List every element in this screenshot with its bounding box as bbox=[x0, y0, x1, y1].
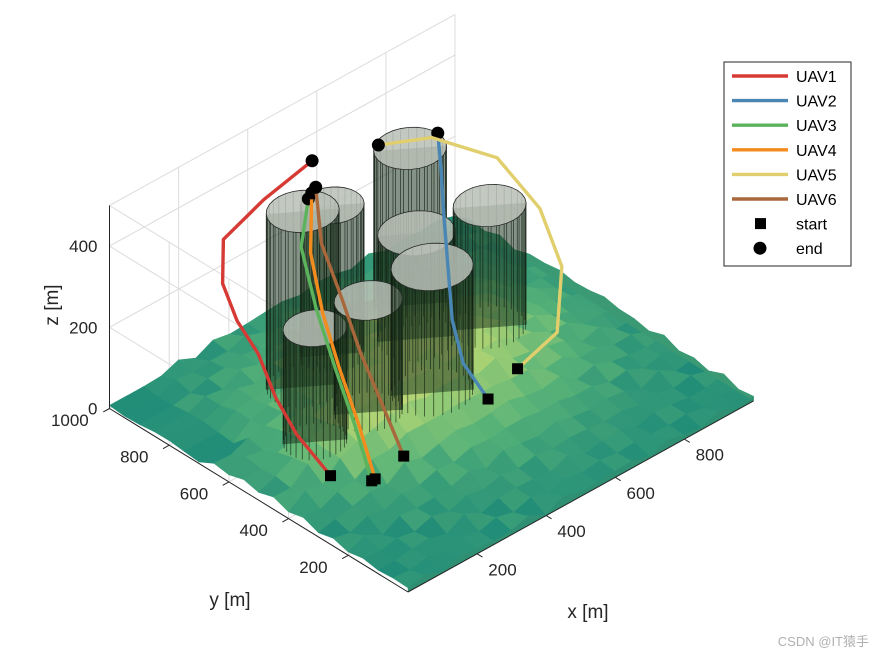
y-tick-label: 1000 bbox=[51, 411, 89, 430]
obstacle-cylinder bbox=[452, 183, 527, 349]
z-tick-label: 400 bbox=[69, 237, 97, 256]
x-tick-label: 400 bbox=[557, 522, 585, 541]
legend-entry-end: end bbox=[796, 241, 823, 258]
x-tick-label: 200 bbox=[488, 560, 516, 579]
legend-entry: UAV4 bbox=[796, 143, 837, 160]
obstacle-top bbox=[452, 183, 527, 227]
y-tick bbox=[282, 518, 289, 523]
uav-path-uav1 bbox=[220, 159, 333, 478]
legend: UAV1 UAV2 UAV3 UAV4 UAV5 UAV6 start end bbox=[723, 61, 852, 267]
y-tick bbox=[162, 444, 170, 450]
y-tick bbox=[222, 481, 230, 486]
end-marker bbox=[431, 126, 445, 140]
y-tick-label: 600 bbox=[180, 484, 208, 503]
x-tick-label: 600 bbox=[626, 484, 654, 503]
x-tick-label: 800 bbox=[696, 446, 724, 465]
x-tick bbox=[476, 553, 483, 558]
obstacle-top bbox=[390, 242, 474, 292]
grid-line bbox=[109, 13, 456, 206]
uav-path-uav2 bbox=[436, 131, 490, 401]
legend-end-marker bbox=[753, 241, 767, 255]
y-tick bbox=[103, 408, 110, 413]
x-tick bbox=[545, 515, 552, 520]
uav-path-uav5 bbox=[376, 135, 564, 371]
obstacle-cylinder bbox=[390, 242, 474, 417]
x-tick bbox=[684, 438, 691, 443]
y-axis-label: y [m] bbox=[209, 590, 250, 611]
z-tick-label: 200 bbox=[69, 318, 97, 337]
legend-entry: UAV2 bbox=[796, 94, 837, 111]
legend-box bbox=[723, 61, 852, 267]
start-marker bbox=[512, 363, 524, 375]
watermark: CSDN @IT猿手 bbox=[777, 634, 869, 649]
start-marker bbox=[398, 450, 410, 462]
legend-entry: UAV5 bbox=[796, 167, 837, 184]
z-tick-label: 0 bbox=[88, 400, 97, 419]
end-marker bbox=[371, 138, 385, 152]
start-marker bbox=[325, 470, 337, 482]
end-marker bbox=[309, 180, 323, 194]
legend-entry: UAV3 bbox=[796, 118, 837, 135]
grid-line bbox=[109, 54, 456, 247]
end-marker bbox=[305, 154, 319, 168]
x-axis-label: x [m] bbox=[567, 602, 608, 623]
z-axis-label: z [m] bbox=[42, 284, 63, 325]
legend-entry: UAV6 bbox=[796, 192, 837, 209]
uav-paths bbox=[220, 126, 564, 487]
y-tick-label: 800 bbox=[120, 448, 148, 467]
obstacle-top bbox=[265, 189, 340, 233]
x-tick bbox=[615, 476, 621, 482]
x-axis-line bbox=[407, 400, 754, 593]
uav-path-uav4 bbox=[308, 191, 377, 481]
y-tick-label: 200 bbox=[299, 558, 327, 577]
legend-start-marker bbox=[755, 218, 766, 230]
obstacle-body bbox=[391, 263, 474, 396]
obstacles bbox=[265, 126, 527, 461]
y-tick-label: 400 bbox=[239, 521, 267, 540]
y-axis-line bbox=[109, 408, 409, 593]
uav-path-uav6 bbox=[314, 185, 406, 458]
start-marker bbox=[482, 393, 494, 405]
legend-entry-start: start bbox=[796, 217, 828, 234]
uav-path-uav3 bbox=[299, 197, 374, 483]
legend-entry: UAV1 bbox=[796, 69, 837, 86]
start-marker bbox=[369, 473, 381, 485]
y-tick bbox=[341, 554, 349, 560]
